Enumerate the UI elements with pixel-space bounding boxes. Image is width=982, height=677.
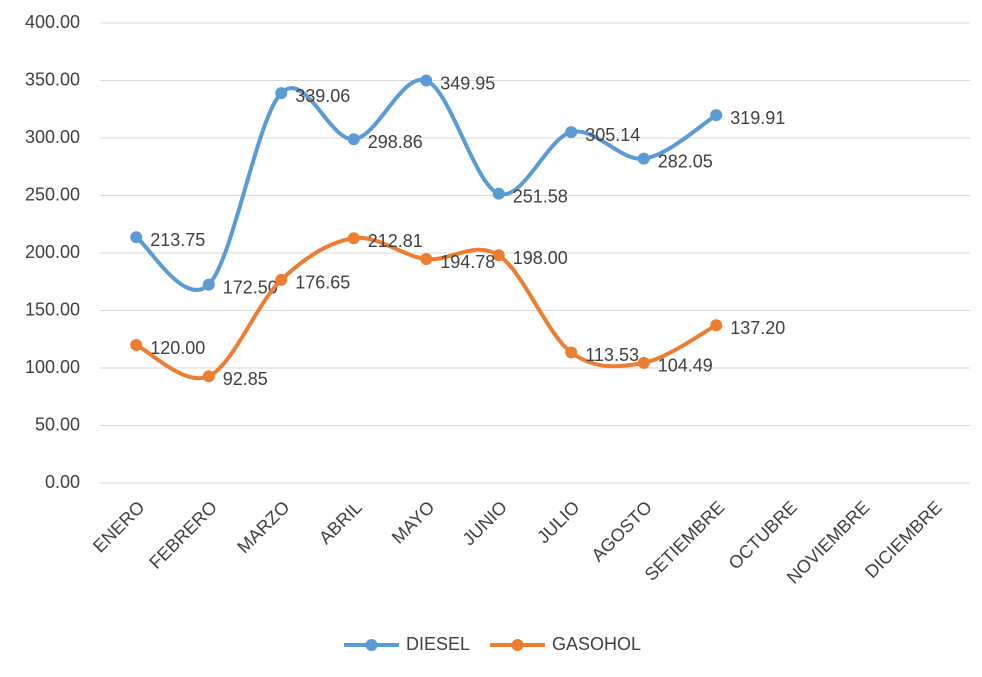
x-tick-label: MAYO [388, 497, 439, 548]
data-point [637, 152, 650, 165]
legend-marker [511, 639, 524, 651]
data-label: 92.85 [223, 369, 268, 389]
data-point [565, 126, 578, 139]
y-tick-label: 200.00 [25, 242, 80, 262]
data-point [710, 109, 723, 122]
x-tick-label: FEBRERO [145, 497, 221, 573]
data-label: 282.05 [658, 151, 713, 171]
data-label: 120.00 [150, 338, 205, 358]
legend-item: GASOHOL [490, 634, 641, 654]
y-tick-label: 100.00 [25, 357, 80, 377]
y-tick-label: 300.00 [25, 127, 80, 147]
y-tick-label: 250.00 [25, 184, 80, 204]
x-tick-label: ABRIL [315, 497, 366, 548]
data-label: 198.00 [513, 248, 568, 268]
data-point [710, 319, 723, 332]
data-point [492, 187, 505, 200]
data-label: 349.95 [440, 73, 495, 93]
y-tick-label: 50.00 [35, 414, 80, 434]
x-tick-label: JULIO [533, 497, 583, 547]
data-point [565, 346, 578, 359]
data-label: 305.14 [585, 125, 640, 145]
x-tick-label: ENERO [89, 497, 148, 556]
data-label: 172.50 [223, 277, 278, 297]
data-label: 319.91 [730, 108, 785, 128]
data-point [275, 273, 288, 286]
data-point [637, 356, 650, 369]
data-label: 251.58 [513, 186, 568, 206]
data-point [347, 232, 360, 245]
data-label: 213.75 [150, 230, 205, 250]
data-label: 137.20 [730, 318, 785, 338]
x-tick-label: OCTUBRE [725, 497, 801, 573]
data-point [492, 249, 505, 262]
data-point [202, 278, 215, 291]
data-point [202, 370, 215, 383]
data-label: 298.86 [368, 132, 423, 152]
series-line [134, 77, 719, 292]
x-tick-label: AGOSTO [588, 497, 656, 565]
data-label: 194.78 [440, 252, 495, 272]
data-point [130, 231, 143, 244]
data-label: 104.49 [658, 356, 713, 376]
y-tick-label: 400.00 [25, 12, 80, 32]
data-point [130, 339, 143, 351]
x-tick-label: JUNIO [459, 497, 511, 549]
x-tick-label: DICIEMBRE [861, 497, 946, 582]
data-label: 339.06 [295, 86, 350, 106]
data-point [275, 87, 288, 100]
data-label: 212.81 [368, 231, 423, 251]
legend-marker [365, 639, 378, 651]
legend-label: GASOHOL [552, 634, 641, 654]
legend-item: DIESEL [344, 634, 470, 654]
y-tick-label: 0.00 [45, 472, 80, 492]
y-tick-label: 150.00 [25, 299, 80, 319]
y-tick-label: 350.00 [25, 69, 80, 89]
x-tick-label: MARZO [233, 497, 293, 557]
legend-label: DIESEL [406, 634, 470, 654]
data-label: 113.53 [585, 345, 639, 365]
data-label: 176.65 [295, 273, 350, 293]
data-point [420, 253, 433, 266]
data-point [420, 74, 433, 87]
data-point [347, 133, 360, 146]
